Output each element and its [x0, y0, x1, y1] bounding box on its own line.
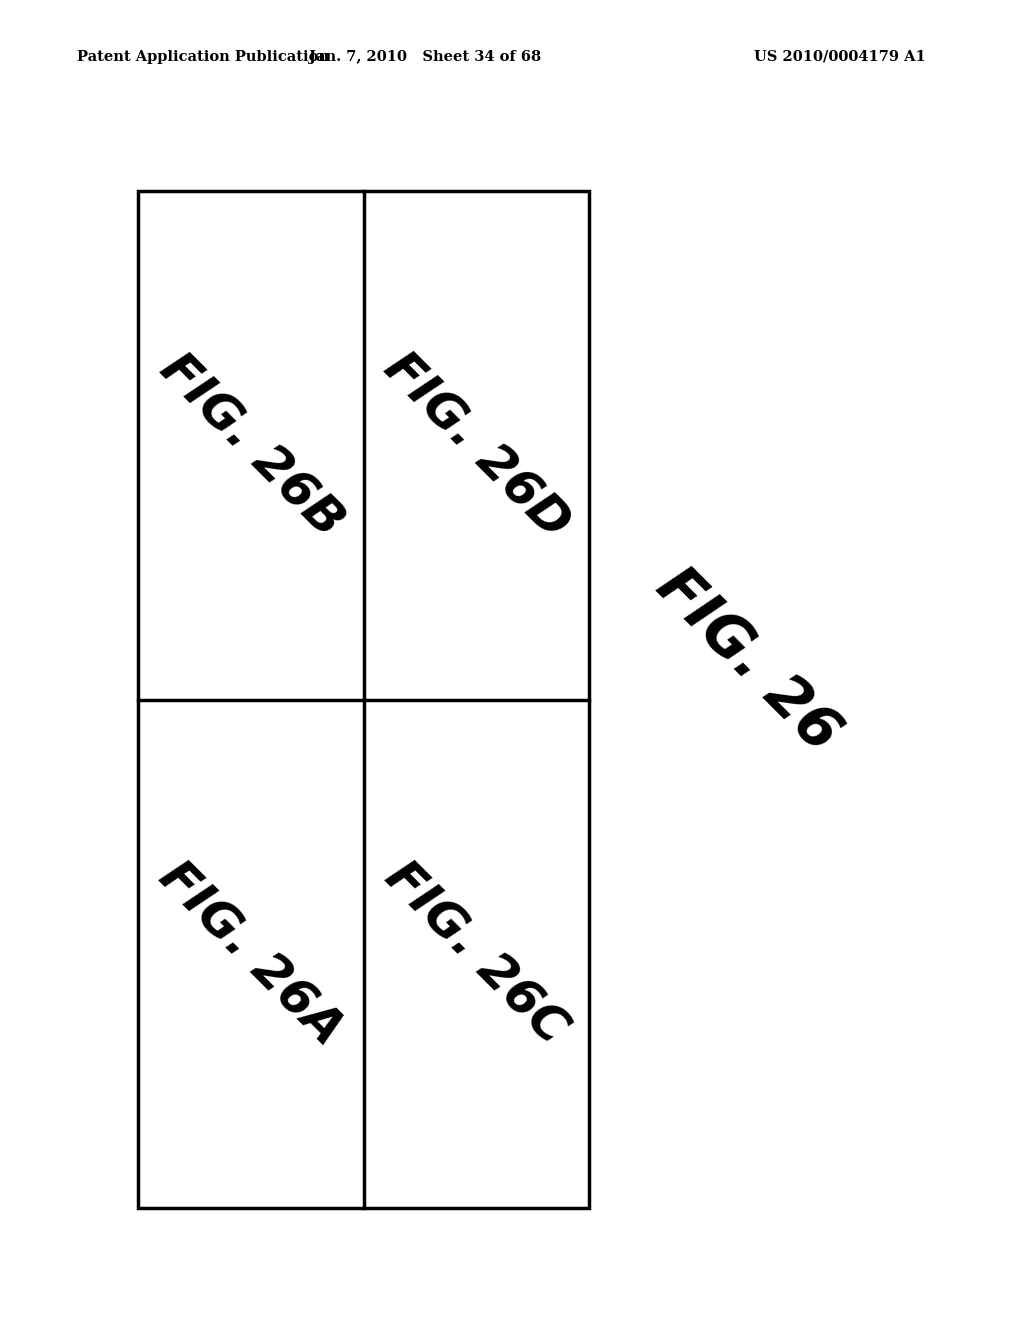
Text: FIG. 26D: FIG. 26D [374, 343, 579, 548]
Text: US 2010/0004179 A1: US 2010/0004179 A1 [754, 50, 926, 63]
Text: Jan. 7, 2010   Sheet 34 of 68: Jan. 7, 2010 Sheet 34 of 68 [309, 50, 541, 63]
Text: FIG. 26: FIG. 26 [645, 557, 850, 763]
Text: FIG. 26C: FIG. 26C [376, 853, 577, 1055]
Bar [138, 191, 589, 1208]
Text: FIG. 26B: FIG. 26B [150, 345, 352, 546]
Text: FIG. 26A: FIG. 26A [150, 853, 352, 1055]
Text: Patent Application Publication: Patent Application Publication [77, 50, 329, 63]
